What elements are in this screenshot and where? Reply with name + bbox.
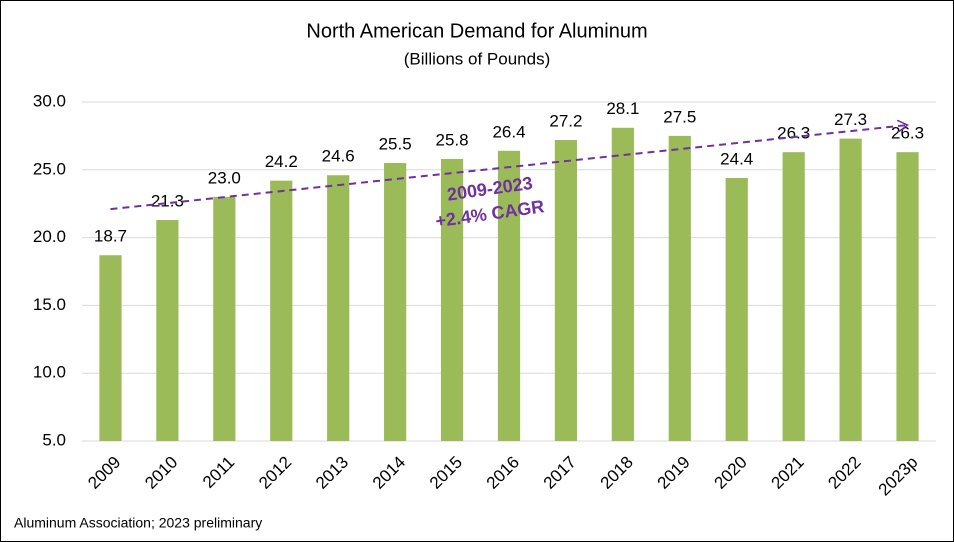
chart-subtitle: (Billions of Pounds) xyxy=(404,49,550,68)
bar xyxy=(156,219,179,441)
trend-line xyxy=(110,125,907,211)
bar xyxy=(384,163,407,441)
bar xyxy=(270,180,293,441)
bar xyxy=(668,135,691,441)
bar xyxy=(611,127,634,441)
bar xyxy=(213,196,236,441)
value-label: 24.4 xyxy=(720,149,753,168)
value-label: 21.3 xyxy=(151,191,184,210)
bar xyxy=(896,152,919,441)
value-label: 28.1 xyxy=(606,99,639,118)
value-label: 26.4 xyxy=(492,122,525,141)
y-tick-label: 20.0 xyxy=(33,227,66,246)
y-tick-label: 25.0 xyxy=(33,159,66,178)
value-label: 27.3 xyxy=(834,110,867,129)
value-label: 26.3 xyxy=(891,124,924,143)
value-label: 24.6 xyxy=(322,147,355,166)
value-label: 18.7 xyxy=(94,227,127,246)
bar xyxy=(782,152,805,441)
value-label: 26.3 xyxy=(777,124,810,143)
value-label: 27.5 xyxy=(663,107,696,126)
bar xyxy=(497,150,521,442)
bar xyxy=(554,139,578,441)
y-tick-label: 30.0 xyxy=(33,91,66,110)
bar xyxy=(440,158,464,441)
bar xyxy=(725,177,748,441)
value-label: 25.5 xyxy=(379,135,412,154)
bar xyxy=(839,138,862,441)
y-tick-label: 15.0 xyxy=(33,295,66,314)
bar xyxy=(99,255,122,441)
value-label: 27.2 xyxy=(549,111,582,130)
y-tick-label: 10.0 xyxy=(33,363,66,382)
chart-title: North American Demand for Aluminum xyxy=(306,20,647,42)
value-label: 23.0 xyxy=(208,168,241,187)
source-note: Aluminum Association; 2023 preliminary xyxy=(14,515,262,531)
value-label: 25.8 xyxy=(436,130,469,149)
value-label: 24.2 xyxy=(265,152,298,171)
y-tick-label: 5.0 xyxy=(42,430,66,449)
bar xyxy=(327,175,350,441)
